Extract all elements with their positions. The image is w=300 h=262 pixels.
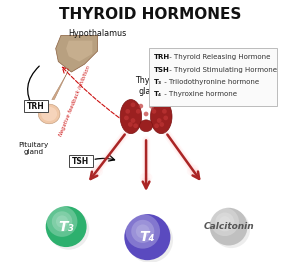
Circle shape — [149, 104, 154, 108]
Polygon shape — [52, 69, 69, 100]
Text: Hypothalamus: Hypothalamus — [68, 29, 127, 38]
Text: Negative feedback inhibition: Negative feedback inhibition — [59, 65, 92, 137]
Text: - Thyroid Releasing Hormone: - Thyroid Releasing Hormone — [167, 54, 270, 61]
Text: TSH: TSH — [72, 157, 89, 166]
Circle shape — [162, 109, 167, 114]
Circle shape — [52, 211, 72, 232]
Circle shape — [130, 118, 135, 123]
Circle shape — [125, 214, 160, 249]
Circle shape — [219, 216, 230, 228]
Circle shape — [46, 206, 87, 247]
Circle shape — [131, 220, 154, 243]
Circle shape — [124, 116, 129, 120]
Circle shape — [133, 123, 138, 128]
Ellipse shape — [140, 120, 153, 132]
Text: Calcitonin: Calcitonin — [203, 222, 254, 231]
Circle shape — [139, 104, 143, 108]
Circle shape — [128, 122, 133, 127]
Circle shape — [130, 102, 135, 107]
Circle shape — [159, 122, 164, 127]
Circle shape — [124, 214, 170, 260]
Circle shape — [157, 118, 161, 123]
Circle shape — [152, 109, 156, 114]
Circle shape — [212, 210, 250, 248]
Ellipse shape — [120, 100, 142, 134]
FancyBboxPatch shape — [24, 100, 48, 112]
Circle shape — [164, 116, 168, 120]
Circle shape — [136, 225, 150, 238]
Text: - Triiodothyronine hormone: - Triiodothyronine hormone — [162, 79, 260, 85]
FancyBboxPatch shape — [68, 155, 93, 167]
Circle shape — [144, 112, 148, 116]
Circle shape — [127, 217, 173, 262]
Circle shape — [136, 109, 141, 114]
Text: Thyroid
gland: Thyroid gland — [135, 76, 165, 96]
Circle shape — [210, 208, 248, 245]
Text: TRH: TRH — [154, 54, 170, 61]
Circle shape — [48, 209, 89, 250]
Text: TSH: TSH — [154, 67, 170, 73]
FancyBboxPatch shape — [149, 48, 277, 106]
Circle shape — [211, 208, 239, 236]
Ellipse shape — [143, 104, 154, 111]
Text: - Thyroid Stimulating Hormone: - Thyroid Stimulating Hormone — [167, 67, 277, 73]
Text: Pituitary
gland: Pituitary gland — [18, 141, 49, 155]
Ellipse shape — [151, 100, 172, 134]
Text: THYROID HORMONES: THYROID HORMONES — [59, 7, 241, 21]
Circle shape — [47, 206, 77, 237]
Text: T₃: T₃ — [154, 79, 162, 85]
Text: T₃: T₃ — [58, 220, 74, 234]
Circle shape — [154, 123, 159, 128]
Ellipse shape — [38, 104, 60, 124]
Polygon shape — [66, 41, 92, 62]
Text: - Thyroxine hormone: - Thyroxine hormone — [162, 91, 237, 97]
Circle shape — [56, 215, 68, 228]
Circle shape — [125, 109, 130, 114]
Polygon shape — [56, 35, 98, 72]
Text: T₄: T₄ — [140, 230, 155, 244]
Ellipse shape — [41, 107, 57, 121]
Circle shape — [157, 102, 161, 107]
Text: T₄: T₄ — [154, 91, 162, 97]
Circle shape — [215, 212, 234, 231]
Text: TRH: TRH — [27, 102, 45, 111]
